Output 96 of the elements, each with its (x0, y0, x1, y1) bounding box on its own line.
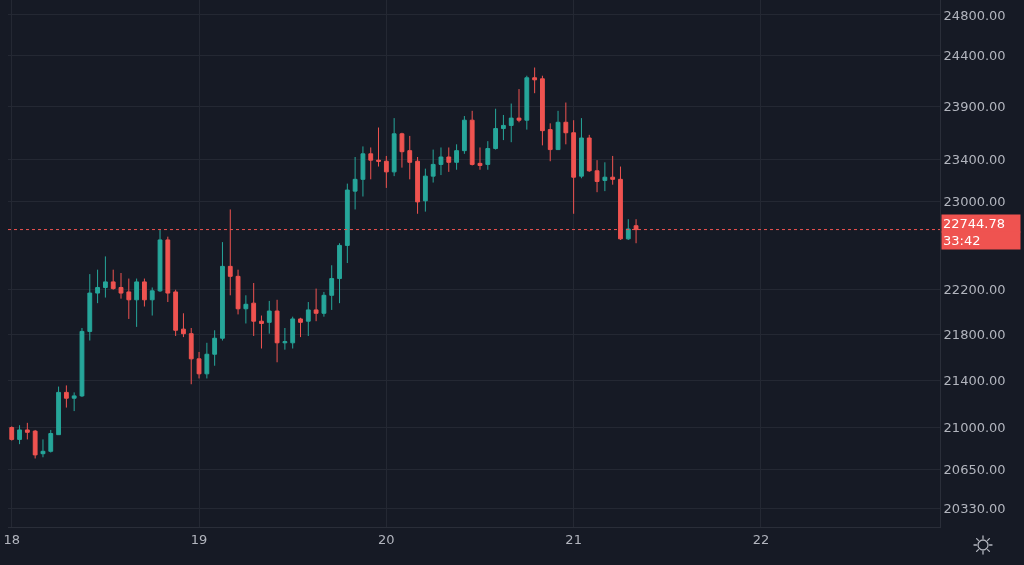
candlestick (196, 351, 202, 379)
candlestick (524, 75, 530, 131)
candlestick (79, 327, 85, 398)
candlestick (71, 391, 77, 412)
candlestick (149, 286, 155, 317)
candlestick (383, 155, 389, 189)
ref-line-label: 22744.78 (943, 216, 1006, 231)
candlestick (586, 134, 592, 173)
candlestick (274, 299, 280, 363)
candlestick (540, 75, 545, 146)
candlestick (485, 140, 491, 171)
candlestick (493, 108, 498, 151)
candlestick (56, 386, 61, 436)
candlestick (329, 264, 335, 311)
y-tick-label: 23400.00 (943, 151, 1006, 167)
candlestick (430, 149, 436, 184)
candlestick (391, 117, 397, 177)
y-tick-label: 23000.00 (943, 194, 1006, 210)
candlestick (446, 146, 452, 173)
candlestick (305, 301, 311, 337)
y-tick-label: 21800.00 (943, 327, 1006, 343)
candlestick (259, 315, 264, 350)
candlestick (555, 110, 561, 151)
y-tick-label: 22200.00 (943, 282, 1006, 298)
candlestick (17, 424, 22, 445)
candlestick (532, 67, 538, 94)
candlestick (313, 288, 319, 322)
y-tick-label: 21000.00 (943, 420, 1006, 436)
candlestick (376, 127, 381, 168)
text: 33:42 (943, 233, 981, 248)
candlestick (204, 342, 210, 379)
candlestick (32, 429, 38, 459)
candlestick (220, 241, 225, 342)
candlestick (469, 110, 475, 166)
candlestick (461, 115, 467, 155)
candlestick (188, 327, 194, 385)
candlestick (352, 156, 358, 210)
candlestick (422, 168, 428, 213)
candlestick (571, 119, 577, 215)
candlestick (399, 132, 405, 169)
y-tick-label: 24400.00 (943, 47, 1006, 63)
x-tick-label: 20 (378, 531, 395, 547)
candlestick (407, 135, 413, 180)
candlestick (118, 272, 124, 300)
candlestick (173, 289, 179, 337)
candlestick (602, 161, 608, 192)
candlestick (298, 317, 303, 338)
candlestick (368, 146, 374, 180)
candlestick (110, 269, 116, 291)
candlestick (594, 159, 600, 193)
candlestick (625, 218, 631, 241)
candlestick (87, 273, 93, 342)
candlestick (134, 278, 140, 328)
candlestick (360, 145, 366, 197)
candlestick (48, 429, 54, 454)
candlestick (344, 183, 350, 264)
candlestick (477, 146, 483, 171)
candlestick (24, 422, 30, 440)
candlestick (251, 282, 257, 337)
candlestick (95, 269, 100, 304)
candlestick (181, 312, 186, 338)
candlestick (547, 122, 553, 162)
candlestick (235, 269, 241, 315)
candlestick (9, 425, 15, 442)
candlestick (454, 143, 459, 171)
y-tick-label: 24800.00 (943, 7, 1006, 23)
candlestick (165, 236, 171, 303)
candlestick (337, 242, 342, 304)
candlestick (321, 291, 327, 318)
candlestick (102, 255, 108, 299)
y-tick-label: 20650.00 (943, 461, 1006, 477)
candlestick (563, 102, 569, 145)
candlestick (438, 146, 444, 176)
x-tick-label: 18 (3, 531, 21, 547)
x-tick-label: 19 (190, 531, 208, 547)
candlestick (142, 278, 147, 308)
candlestick (610, 155, 616, 186)
y-tick-label: 21400.00 (943, 373, 1006, 389)
y-tick-label: 23900.00 (943, 99, 1006, 115)
candlestick (126, 278, 132, 320)
candlestick (579, 117, 584, 179)
x-tick-label: 22 (752, 531, 770, 547)
candlestick (282, 327, 288, 351)
candlestick (501, 114, 506, 141)
candlestick (63, 384, 69, 409)
candlestick (415, 156, 420, 215)
x-tick-label: 21 (565, 531, 582, 547)
candlestick (243, 294, 249, 324)
candlestick (266, 300, 272, 335)
candlestick (40, 438, 46, 458)
candlestick (290, 316, 296, 350)
candlestick (516, 88, 522, 123)
candlestick (212, 329, 218, 367)
candlestick (157, 229, 163, 293)
y-tick-label: 20330.00 (943, 500, 1006, 516)
candlestick (508, 103, 514, 143)
